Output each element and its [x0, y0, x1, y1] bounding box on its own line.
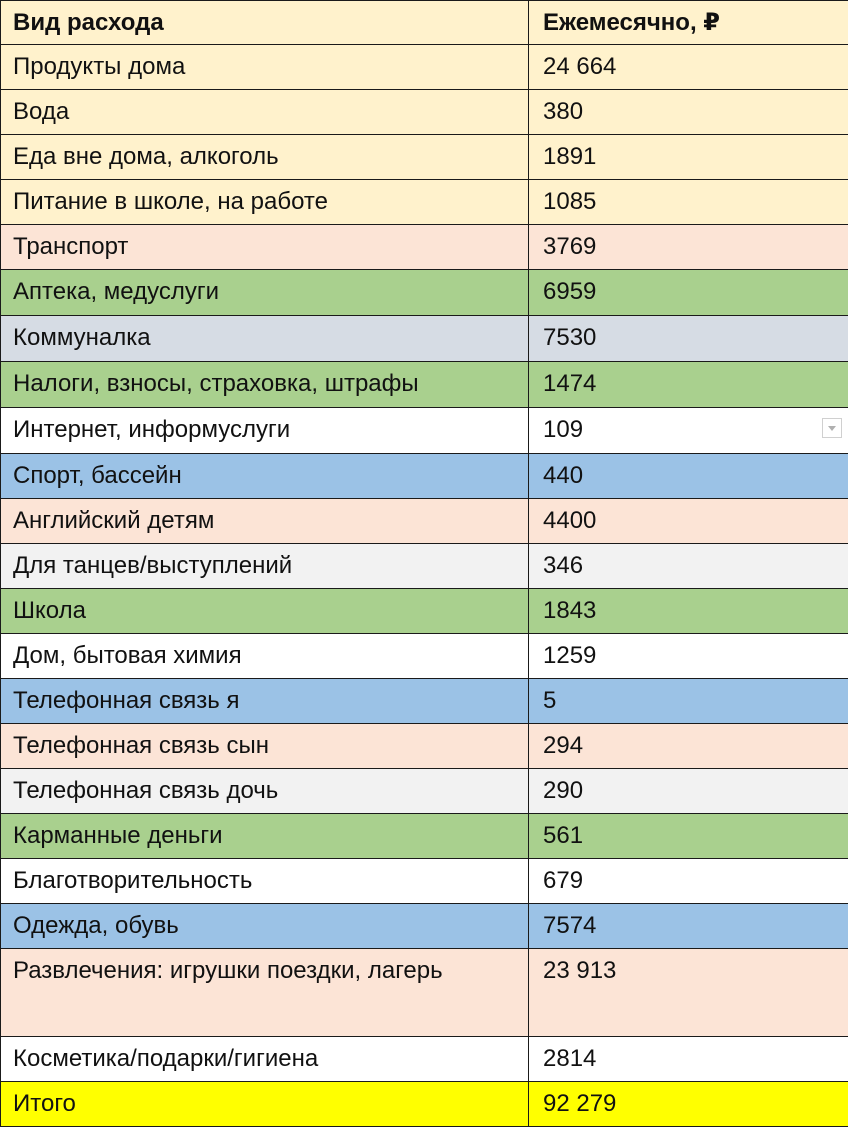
table-row: Одежда, обувь 7574 [1, 904, 848, 949]
table-row: Телефонная связь сын 294 [1, 724, 848, 769]
table-row: Карманные деньги 561 [1, 814, 848, 859]
table-row: Благотворительность 679 [1, 859, 848, 904]
monthly-cell: 380 [529, 90, 848, 135]
table-row: Косметика/подарки/гигиена 2814 [1, 1037, 848, 1082]
monthly-cell: 290 [529, 769, 848, 814]
category-cell: Транспорт [1, 225, 529, 270]
category-cell: Питание в школе, на работе [1, 180, 529, 225]
monthly-cell: 5 [529, 679, 848, 724]
monthly-cell: 1085 [529, 180, 848, 225]
table-row: Вода 380 [1, 90, 848, 135]
monthly-cell: 440 [529, 454, 848, 499]
monthly-cell: 346 [529, 544, 848, 589]
monthly-cell: 24 664 [529, 45, 848, 90]
monthly-cell: 4400 [529, 499, 848, 544]
table-row: Развлечения: игрушки поездки, лагерь 23 … [1, 949, 848, 1037]
monthly-cell: 7574 [529, 904, 848, 949]
header-row: Вид расхода Ежемесячно, ₽ [1, 1, 848, 45]
category-cell: Продукты дома [1, 45, 529, 90]
monthly-value: 109 [543, 416, 583, 443]
table-row: Питание в школе, на работе 1085 [1, 180, 848, 225]
monthly-cell: 109 [529, 408, 848, 454]
total-value: 92 279 [529, 1082, 848, 1127]
monthly-cell: 561 [529, 814, 848, 859]
table-row: Еда вне дома, алкоголь 1891 [1, 135, 848, 180]
monthly-cell: 679 [529, 859, 848, 904]
dropdown-arrow-icon[interactable] [822, 418, 842, 438]
category-cell: Телефонная связь дочь [1, 769, 529, 814]
category-cell: Для танцев/выступлений [1, 544, 529, 589]
category-cell: Коммуналка [1, 316, 529, 362]
table-row: Аптека, медуслуги 6959 [1, 270, 848, 316]
table-row: Спорт, бассейн 440 [1, 454, 848, 499]
table-row: Транспорт 3769 [1, 225, 848, 270]
table-row: Интернет, информуслуги 109 [1, 408, 848, 454]
table-row: Дом, бытовая химия 1259 [1, 634, 848, 679]
category-header: Вид расхода [1, 1, 529, 45]
table-row: Коммуналка 7530 [1, 316, 848, 362]
monthly-cell: 6959 [529, 270, 848, 316]
monthly-cell: 1843 [529, 589, 848, 634]
category-cell: Телефонная связь сын [1, 724, 529, 769]
category-cell: Вода [1, 90, 529, 135]
category-cell: Еда вне дома, алкоголь [1, 135, 529, 180]
category-cell: Аптека, медуслуги [1, 270, 529, 316]
category-cell: Английский детям [1, 499, 529, 544]
table-row: Телефонная связь я 5 [1, 679, 848, 724]
category-cell: Развлечения: игрушки поездки, лагерь [1, 949, 529, 1037]
category-cell: Телефонная связь я [1, 679, 529, 724]
category-cell: Благотворительность [1, 859, 529, 904]
category-cell: Интернет, информуслуги [1, 408, 529, 454]
monthly-cell: 1474 [529, 362, 848, 408]
table-row: Английский детям 4400 [1, 499, 848, 544]
monthly-cell: 7530 [529, 316, 848, 362]
monthly-cell: 294 [529, 724, 848, 769]
category-cell: Косметика/подарки/гигиена [1, 1037, 529, 1082]
category-cell: Налоги, взносы, страховка, штрафы [1, 362, 529, 408]
table-row: Для танцев/выступлений 346 [1, 544, 848, 589]
monthly-header: Ежемесячно, ₽ [529, 1, 848, 45]
table-row: Телефонная связь дочь 290 [1, 769, 848, 814]
category-cell: Одежда, обувь [1, 904, 529, 949]
table-row: Налоги, взносы, страховка, штрафы 1474 [1, 362, 848, 408]
category-cell: Дом, бытовая химия [1, 634, 529, 679]
monthly-cell: 23 913 [529, 949, 848, 1037]
table-row: Продукты дома 24 664 [1, 45, 848, 90]
monthly-cell: 2814 [529, 1037, 848, 1082]
monthly-cell: 1891 [529, 135, 848, 180]
table-row: Школа 1843 [1, 589, 848, 634]
category-cell: Карманные деньги [1, 814, 529, 859]
category-cell: Школа [1, 589, 529, 634]
total-label: Итого [1, 1082, 529, 1127]
monthly-cell: 3769 [529, 225, 848, 270]
total-row: Итого 92 279 [1, 1082, 848, 1127]
category-cell: Спорт, бассейн [1, 454, 529, 499]
monthly-cell: 1259 [529, 634, 848, 679]
